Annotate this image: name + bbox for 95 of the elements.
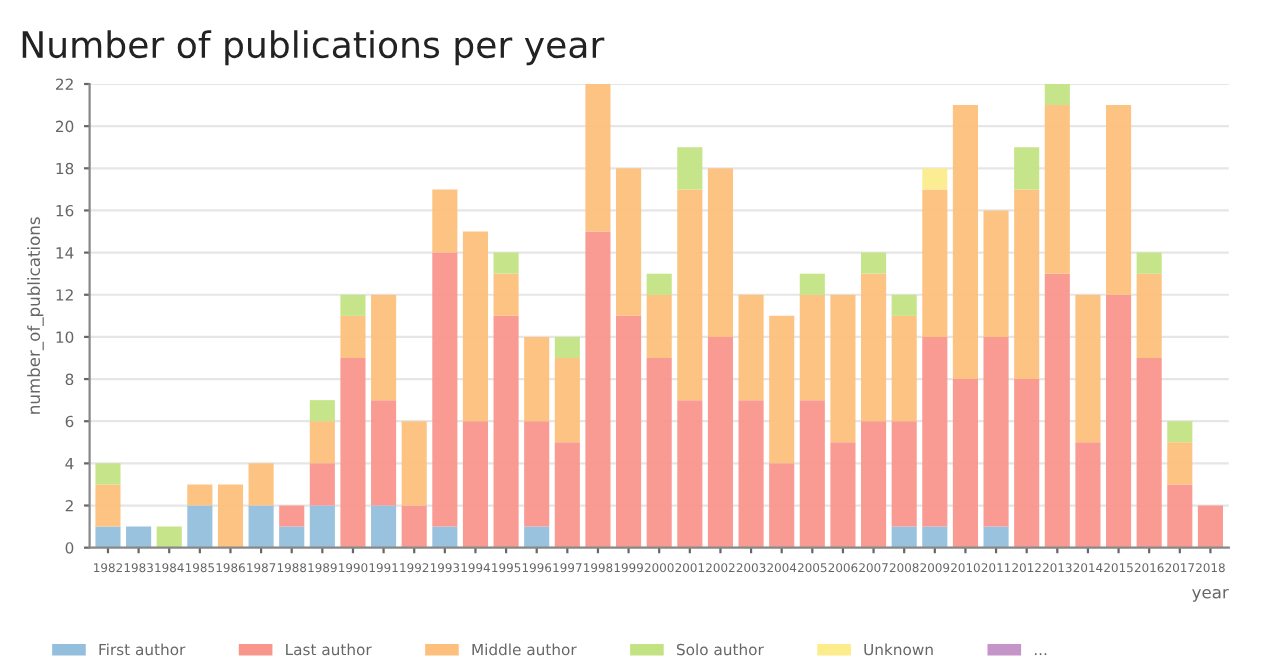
bar (891, 294, 917, 316)
bar (677, 147, 703, 190)
bar (891, 526, 917, 548)
bar (279, 526, 305, 548)
bar (524, 526, 550, 548)
bar (1106, 105, 1132, 295)
bar (1136, 252, 1162, 274)
bar (585, 84, 611, 232)
bar (861, 252, 887, 274)
bar (677, 189, 703, 401)
chart-title: Number of publications per year (22, 30, 605, 66)
bar (309, 400, 335, 422)
bar (891, 421, 917, 527)
bar (432, 189, 458, 253)
bar (1075, 294, 1101, 443)
bar (738, 400, 764, 548)
bar (554, 336, 580, 358)
bar (799, 400, 825, 548)
bar (1075, 442, 1101, 548)
bar (217, 484, 244, 548)
bar (432, 526, 458, 548)
bar (554, 442, 580, 548)
bar (401, 421, 427, 506)
bar (1167, 484, 1193, 548)
bar (861, 421, 887, 548)
bar (1197, 505, 1223, 548)
bar (952, 105, 978, 380)
bar (677, 400, 703, 548)
bar (1136, 357, 1162, 548)
bar (524, 336, 550, 422)
bar (187, 505, 213, 548)
bar (309, 463, 335, 506)
bar (1014, 189, 1040, 380)
y-axis-title: number_of_publications (27, 217, 44, 414)
bar (554, 357, 580, 443)
bar (493, 273, 519, 316)
bar (922, 336, 948, 527)
bar (616, 168, 642, 316)
bar (891, 315, 917, 422)
bar (493, 252, 519, 274)
bar (585, 231, 611, 548)
bar (340, 315, 366, 358)
bar (309, 421, 335, 464)
bar (279, 505, 305, 527)
bar (861, 273, 887, 422)
bar (1014, 147, 1040, 190)
bar (126, 526, 152, 548)
bar (646, 273, 672, 295)
bar (799, 294, 825, 401)
bar (1044, 105, 1070, 274)
bar (462, 231, 489, 422)
bar (95, 526, 121, 548)
bar (830, 294, 856, 443)
bar (340, 357, 366, 548)
x-axis-title: year (1192, 588, 1229, 602)
bar (462, 421, 489, 548)
bar (309, 505, 335, 548)
bar (371, 294, 397, 401)
bar (1167, 442, 1193, 485)
bar (95, 484, 121, 527)
bar (340, 294, 366, 316)
bar (922, 526, 948, 548)
bar (1106, 294, 1132, 548)
bar (187, 484, 213, 506)
bar (371, 400, 397, 506)
bar (707, 336, 733, 548)
bar (769, 315, 795, 464)
bar (401, 505, 427, 548)
bar (95, 463, 121, 485)
bar (922, 189, 948, 337)
bar (983, 210, 1009, 337)
bar (646, 294, 672, 358)
bar (952, 379, 978, 548)
bar (799, 273, 825, 295)
bar (493, 315, 519, 548)
bar (983, 336, 1009, 527)
bar (922, 168, 948, 190)
bar (248, 505, 274, 548)
bar (1167, 421, 1193, 443)
bar (616, 315, 642, 548)
bar (1044, 273, 1070, 548)
bar (371, 505, 397, 548)
bar (524, 421, 550, 527)
bar (1014, 379, 1040, 548)
bar (1136, 273, 1162, 358)
bar (1044, 84, 1070, 106)
bar (769, 463, 795, 548)
bar (830, 442, 856, 548)
bar (248, 463, 274, 506)
bar (156, 526, 182, 548)
bar (432, 252, 458, 527)
bar (738, 294, 764, 401)
bar (646, 357, 672, 548)
bar (707, 168, 733, 337)
bar (983, 526, 1009, 548)
